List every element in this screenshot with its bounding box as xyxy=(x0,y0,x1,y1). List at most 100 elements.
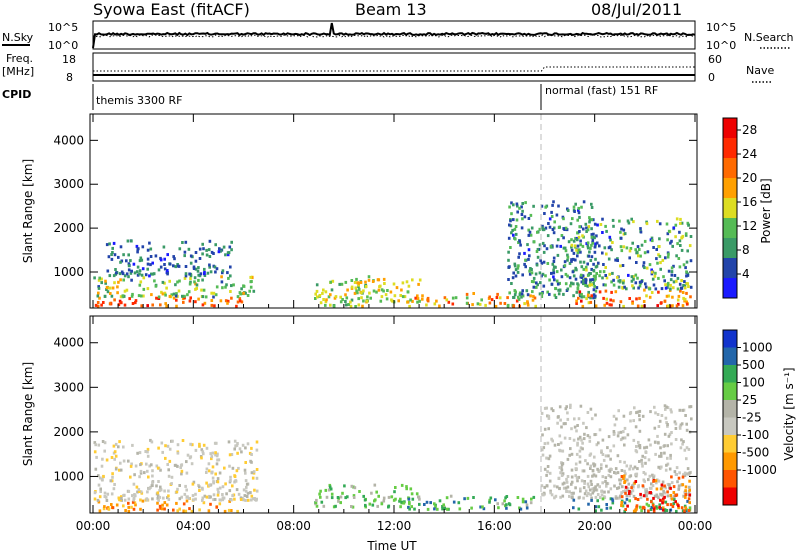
power-cell-330 xyxy=(108,242,111,246)
velocity-cell-664 xyxy=(569,447,572,451)
velocity-cell-1184 xyxy=(688,479,691,483)
power-cell-1009 xyxy=(574,258,577,262)
power-cell-514 xyxy=(465,292,469,296)
power-cell-435 xyxy=(411,299,414,303)
power-cell-263 xyxy=(114,268,117,271)
velocity-colorbar-swatch-1 xyxy=(723,347,737,366)
power-cell-730 xyxy=(542,260,546,264)
velocity-cell-504 xyxy=(479,505,482,509)
velocity-cell-56 xyxy=(237,466,240,470)
noise-right-tick-top: 10^5 xyxy=(706,21,736,34)
power-cell-751 xyxy=(549,244,553,248)
velocity-cell-206 xyxy=(216,477,220,481)
velocity-cell-677 xyxy=(547,416,551,420)
velocity-cell-887 xyxy=(598,469,601,473)
power-cell-858 xyxy=(657,290,660,294)
power-cell-396 xyxy=(368,291,371,295)
power-cell-1199 xyxy=(593,284,596,288)
velocity-cell-843 xyxy=(581,447,584,451)
velocity-cell-891 xyxy=(659,492,662,496)
velocity-cell-163 xyxy=(168,447,172,451)
power-cell-823 xyxy=(518,252,521,256)
power-cell-732 xyxy=(530,271,534,275)
power-cell-160 xyxy=(142,287,146,291)
power-cell-288 xyxy=(149,255,153,258)
power-colorbar-swatch-2 xyxy=(723,158,737,179)
power-cell-268 xyxy=(207,248,211,252)
velocity-cell-305 xyxy=(131,443,134,447)
power-cell-886 xyxy=(643,288,646,292)
power-cell-289 xyxy=(184,265,188,268)
power-cell-448 xyxy=(400,288,403,292)
power-cell-781 xyxy=(552,265,556,269)
power-cell-888 xyxy=(587,293,590,297)
velocity-cell-80 xyxy=(176,443,180,447)
power-cell-323 xyxy=(126,239,130,243)
velocity-cell-1004 xyxy=(655,494,659,498)
power-cell-870 xyxy=(598,290,602,294)
velocity-cell-1022 xyxy=(622,490,625,493)
velocity-cell-738 xyxy=(598,496,602,499)
velocity-cell-199 xyxy=(216,493,220,497)
power-cell-796 xyxy=(563,260,567,264)
velocity-cell-1017 xyxy=(674,438,678,441)
power-cell-928 xyxy=(656,219,659,223)
power-cell-780 xyxy=(592,274,596,278)
power-cell-1155 xyxy=(684,232,688,236)
velocity-cell-147 xyxy=(109,479,113,483)
power-cell-1151 xyxy=(584,278,588,282)
velocity-cell-359 xyxy=(201,450,205,454)
power-cell-864 xyxy=(638,296,641,300)
power-cell-467 xyxy=(451,296,455,300)
power-cell-622 xyxy=(562,292,565,296)
power-cell-292 xyxy=(148,241,151,245)
velocity-cell-725 xyxy=(562,422,566,426)
velocity-cell-302 xyxy=(98,495,102,499)
velocity-cell-1147 xyxy=(680,506,684,510)
velocity-cell-830 xyxy=(628,494,631,498)
velocity-cell-1039 xyxy=(616,471,620,475)
power-cell-552 xyxy=(544,274,547,278)
velocity-cell-505 xyxy=(532,495,536,499)
velocity-cell-900 xyxy=(609,457,612,461)
velocity-cell-164 xyxy=(166,496,169,500)
power-cell-130 xyxy=(93,276,96,280)
velocity-cell-1181 xyxy=(636,498,640,501)
velocity-cell-840 xyxy=(666,456,669,460)
velocity-cell-864 xyxy=(574,462,578,466)
power-cell-136 xyxy=(195,283,199,287)
power-cell-993 xyxy=(642,261,646,265)
power-cell-812 xyxy=(582,200,586,204)
power-cell-799 xyxy=(580,292,583,296)
power-cell-631 xyxy=(514,225,518,228)
power-cell-969 xyxy=(579,239,582,243)
power-cell-1111 xyxy=(635,251,638,255)
power-cell-106 xyxy=(174,294,178,298)
velocity-cell-207 xyxy=(97,483,101,487)
velocity-cell-384 xyxy=(149,485,152,489)
velocity-cell-421 xyxy=(352,494,356,498)
velocity-cell-1046 xyxy=(596,467,599,471)
power-cell-397 xyxy=(389,290,393,294)
power-cell-852 xyxy=(575,302,578,305)
velocity-cell-1049 xyxy=(624,489,627,493)
velocity-cell-244 xyxy=(117,496,121,500)
velocity-cell-79 xyxy=(133,473,136,477)
power-cell-399 xyxy=(401,281,405,285)
power-cells xyxy=(93,200,693,308)
power-cell-114 xyxy=(153,279,156,283)
power-colorbar-label: Power [dB] xyxy=(759,178,773,243)
power-cell-1131 xyxy=(581,234,584,238)
power-cell-1027 xyxy=(599,270,602,274)
velocity-cell-316 xyxy=(94,467,98,471)
power-cell-644 xyxy=(527,228,530,232)
velocity-cell-740 xyxy=(637,440,640,444)
velocity-cell-661 xyxy=(577,437,580,441)
power-cell-267 xyxy=(138,269,142,273)
power-cell-563 xyxy=(507,278,510,281)
power-cell-175 xyxy=(161,280,165,284)
power-cell-204 xyxy=(108,274,112,278)
power-cell-919 xyxy=(672,264,675,268)
velocity-cell-320 xyxy=(129,464,133,468)
power-cell-185 xyxy=(172,255,175,259)
